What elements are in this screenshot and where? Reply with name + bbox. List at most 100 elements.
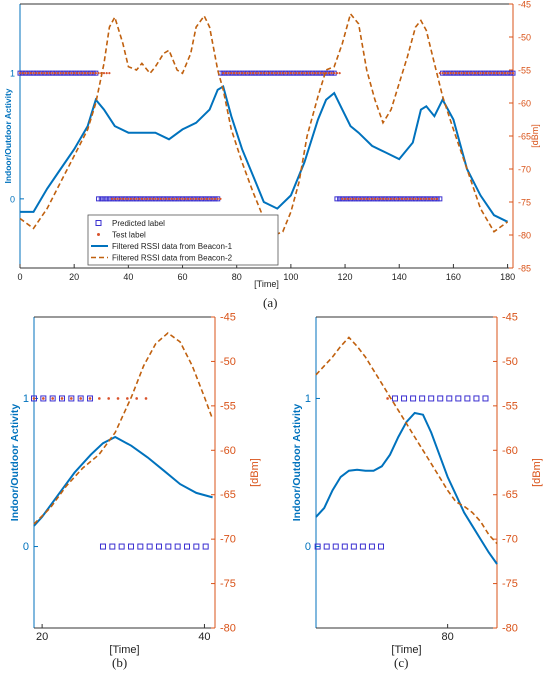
panel-c-ytick-right-label: -75 [502, 578, 518, 590]
panel-a-test-marker [468, 72, 471, 75]
panel-a-test-marker [487, 72, 490, 75]
panel-c-predicted-marker [419, 395, 426, 402]
panel-a-predicted-marker [98, 196, 104, 202]
panel-b-ylabel-right: [dBm] [249, 458, 261, 487]
panel-a-test-marker [178, 197, 181, 200]
panel-a-test-marker [230, 72, 233, 75]
panel-a-test-marker [143, 197, 146, 200]
panel-a-test-marker [511, 72, 515, 75]
panel-b-ytick-right-label: -75 [220, 578, 236, 590]
panel-a-test-marker [316, 72, 320, 75]
panel-a-test-marker [287, 72, 290, 75]
panel-c-predicted-marker [341, 543, 348, 550]
panel-a-test-marker [362, 197, 366, 200]
panel-a-test-marker [108, 72, 111, 75]
panel-a-test-marker [422, 197, 425, 200]
panel-a-test-marker [184, 197, 187, 200]
panel-a-test-marker [278, 72, 282, 75]
panel-a-test-marker [327, 72, 330, 75]
panel-a-xtick-label: 100 [283, 272, 298, 282]
panel-a-xlabel: [Time] [254, 279, 279, 289]
legend-entry: Filtered RSSI data from Beacon-2 [112, 254, 233, 263]
panel-a-ytick-right-label: -75 [518, 198, 531, 208]
panel-a-test-marker [411, 197, 414, 200]
panel-a-test-marker [113, 197, 116, 200]
panel-a-xtick-label: 40 [123, 272, 133, 282]
panel-a-test-marker [70, 72, 73, 75]
panel-a-test-marker [455, 72, 458, 75]
panel-a-xtick-label: 20 [69, 272, 79, 282]
panel-a-test-marker [89, 72, 92, 75]
panel-a-test-marker [224, 72, 227, 75]
panel-a-test-marker [37, 72, 41, 75]
panel-a-test-marker [352, 197, 355, 200]
panel-a-test-marker [265, 72, 268, 75]
panel-a-predicted-marker [337, 196, 343, 202]
panel-c-predicted-marker [446, 395, 453, 402]
panel-a-ylabel-right: [dBm] [530, 124, 540, 148]
panel-a-test-marker [330, 72, 333, 75]
panel-c-predicted-marker [437, 395, 444, 402]
panel-a-test-marker [102, 72, 106, 75]
panel-b-test-marker [42, 397, 45, 400]
panel-a-test-marker [94, 72, 97, 75]
legend-entry: Test label [112, 231, 146, 240]
panel-a-test-marker [227, 72, 230, 75]
panel-a-test-marker [273, 72, 276, 75]
panel-a-test-marker [181, 197, 184, 200]
panel-a-test-marker [251, 72, 255, 75]
panel-a-test-marker [54, 72, 57, 75]
panel-b-xtick-label: 40 [198, 631, 210, 643]
panel-b-test-marker [116, 397, 120, 400]
panel-a-test-marker [433, 197, 436, 200]
panel-a-test-marker [43, 72, 46, 75]
legend-test-symbol [97, 233, 100, 236]
panel-a-test-marker [246, 72, 249, 75]
panel-a-test-marker [503, 72, 506, 75]
panel-a-test-marker [403, 197, 406, 200]
panel-a-test-marker [484, 72, 488, 75]
panel-a-test-marker [129, 197, 133, 200]
panel-a-test-marker [368, 197, 371, 200]
panel-b-beacon2-line [33, 331, 214, 525]
panel-a-test-marker [67, 72, 70, 75]
panel-a-ytick-right-label: -70 [518, 165, 531, 175]
panel-a-test-marker [314, 72, 317, 75]
panel-a-test-marker [471, 72, 474, 75]
panel-b-predicted-marker [155, 543, 162, 550]
panel-a-ytick-right-label: -45 [518, 0, 531, 10]
panel-b-ytick-right-label: -70 [220, 534, 236, 546]
panel-a-test-marker [379, 197, 382, 200]
panel-c-ytick-left-label: 0 [305, 541, 311, 553]
panel-c-predicted-marker [482, 395, 489, 402]
caption-a: (a) [263, 295, 278, 310]
panel-a-test-marker [425, 197, 428, 200]
panel-a-predicted-marker [104, 196, 110, 202]
panel-a-test-marker [176, 197, 179, 200]
panel-b-predicted-marker [202, 543, 209, 550]
panel-a-test-marker [349, 197, 352, 200]
panel-a-test-marker [257, 72, 260, 75]
panel-a-test-marker [92, 72, 95, 75]
panel-a-test-marker [322, 72, 325, 75]
panel-a-test-marker [148, 197, 152, 200]
panel-a-test-marker [498, 72, 501, 75]
panel-a-test-marker [219, 197, 222, 200]
panel-a-test-marker [354, 197, 357, 200]
panel-a-test-marker [194, 197, 198, 200]
panel-a-test-marker [452, 72, 455, 75]
panel-b-test-marker [107, 397, 110, 400]
panel-a-test-marker [192, 197, 195, 200]
panel-a-test-marker [241, 72, 244, 75]
panel-a-xtick-label: 80 [232, 272, 242, 282]
panel-b-predicted-marker [174, 543, 181, 550]
panel-a-test-marker [48, 72, 51, 75]
panel-a-test-marker [371, 197, 374, 200]
panel-c-ytick-right-label: -50 [502, 356, 518, 368]
panel-b-predicted-marker [68, 395, 75, 402]
panel-a-predicted-marker [101, 196, 107, 202]
panel-a-predicted-marker [106, 196, 112, 202]
panel-a-test-marker [387, 197, 390, 200]
panel-a-test-marker [40, 72, 43, 75]
legend-box [87, 214, 279, 266]
